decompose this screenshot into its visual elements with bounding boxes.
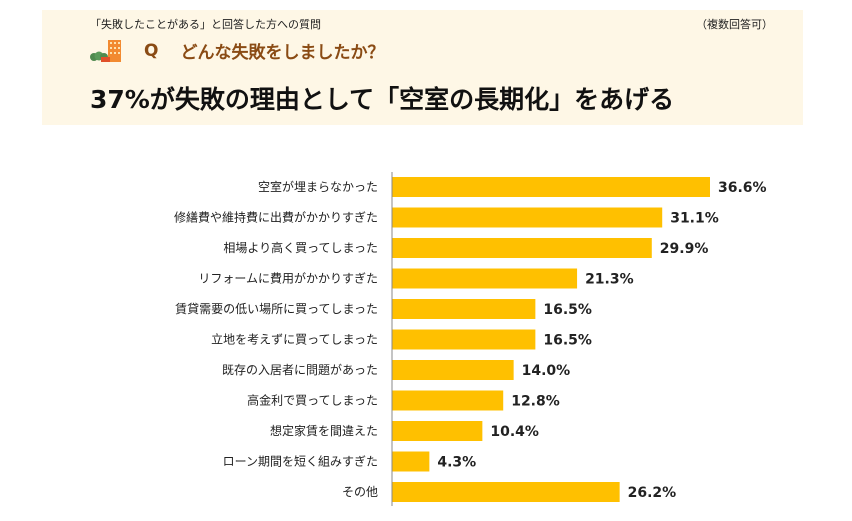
pre-question: 「失敗したことがある」と回答した方への質問 xyxy=(90,18,321,31)
house-building-icon xyxy=(90,39,121,62)
data-label: 29.9% xyxy=(660,241,709,257)
category-label: 相場より高く買ってしまった xyxy=(223,240,378,255)
data-label: 36.6% xyxy=(718,180,767,196)
multiple-answer-note: （複数回答可） xyxy=(696,18,773,31)
headline: 37%が失敗の理由として「空室の長期化」をあげる xyxy=(90,85,675,114)
bar xyxy=(392,299,536,319)
bar xyxy=(392,177,710,197)
data-label: 12.8% xyxy=(511,394,560,410)
category-label: 賃貸需要の低い場所に買ってしまった xyxy=(175,301,378,316)
q-mark: Q xyxy=(144,40,159,61)
category-label: 高金利で買ってしまった xyxy=(247,393,378,408)
data-label: 16.5% xyxy=(543,302,592,318)
question: Q どんな失敗をしましたか？ xyxy=(90,38,384,63)
bar xyxy=(392,421,483,441)
bar xyxy=(392,268,578,289)
bar xyxy=(392,329,536,350)
data-label: 31.1% xyxy=(670,211,719,227)
question-text: どんな失敗をしましたか？ xyxy=(180,43,385,63)
category-label: ローン期間を短く組みすぎた xyxy=(223,455,378,469)
category-label: その他 xyxy=(342,485,378,499)
header-panel: 「失敗したことがある」と回答した方への質問 （複数回答可） Q どんな失敗をしま… xyxy=(42,10,803,125)
data-label: 16.5% xyxy=(543,333,592,349)
bar xyxy=(392,238,652,258)
category-label: 修繕費や維持費に出費がかかりすぎた xyxy=(174,210,378,225)
category-label: 既存の入居者に問題があった xyxy=(222,362,378,377)
category-label: リフォームに費用がかかりすぎた xyxy=(198,271,378,286)
bar xyxy=(392,207,663,228)
category-label: 想定家賃を間違えた xyxy=(270,423,378,438)
category-label: 空室が埋まらなかった xyxy=(258,179,378,194)
data-label: 21.3% xyxy=(585,272,634,288)
bar xyxy=(392,390,504,411)
data-label: 4.3% xyxy=(437,455,476,471)
bar xyxy=(392,360,514,380)
bar xyxy=(392,451,430,472)
data-label: 10.4% xyxy=(490,424,539,440)
category-label: 立地を考えずに買ってしまった xyxy=(211,332,378,347)
data-label: 26.2% xyxy=(628,485,677,501)
bar xyxy=(392,482,620,502)
data-label: 14.0% xyxy=(522,363,571,379)
